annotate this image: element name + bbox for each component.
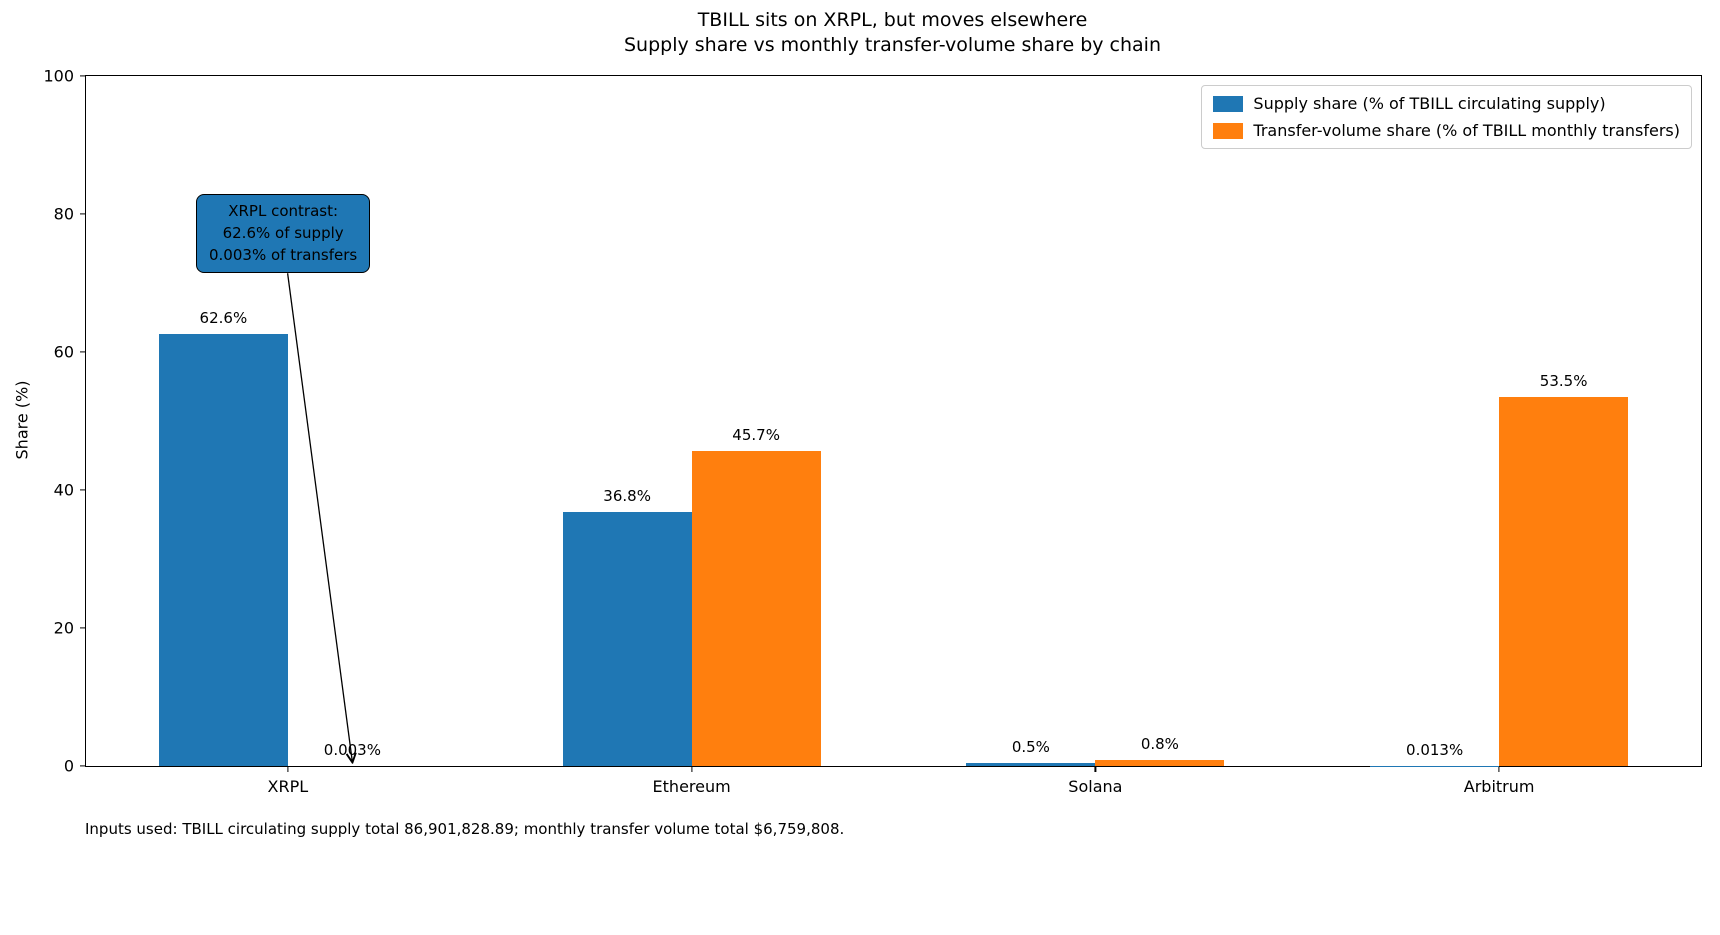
bar-value-label-arbitrum-supply-share: 0.013%: [1406, 740, 1464, 759]
y-tick-label: 60: [53, 342, 74, 362]
legend: Supply share (% of TBILL circulating sup…: [1201, 85, 1692, 149]
y-tick-label: 20: [53, 618, 74, 638]
chart-title: TBILL sits on XRPL, but moves elsewhere: [697, 9, 1088, 31]
y-tick-mark: [80, 765, 86, 767]
y-tick-label: 100: [43, 66, 74, 86]
bar-ethereum-transfer-volume-share: [691, 450, 821, 766]
bar-value-label-ethereum-transfer-volume-share: 45.7%: [732, 425, 780, 444]
x-tick-label-solana: Solana: [1068, 777, 1123, 796]
x-tick-label-xrpl: XRPL: [267, 777, 309, 796]
title-block: TBILL sits on XRPL, but moves elsewhere …: [85, 8, 1700, 58]
annotation-text-line: 0.003% of transfers: [209, 245, 358, 264]
y-tick-label: 0: [63, 756, 74, 776]
y-tick-label: 80: [53, 204, 74, 224]
y-tick-mark: [80, 213, 86, 215]
legend-swatch-supply-share: [1213, 95, 1244, 112]
y-tick-mark: [80, 489, 86, 491]
x-tick-label-ethereum: Ethereum: [652, 777, 731, 796]
bar-solana-supply-share: [966, 762, 1096, 766]
annotation-arrow: [286, 273, 1701, 766]
legend-label-supply-share: Supply share (% of TBILL circulating sup…: [1253, 94, 1606, 113]
bar-value-label-xrpl-transfer-volume-share: 0.003%: [323, 740, 381, 759]
y-tick-mark: [80, 627, 86, 629]
y-axis-label: Share (%): [12, 380, 32, 460]
bar-value-label-xrpl-supply-share: 62.6%: [199, 309, 248, 328]
legend-entry-transfer-volume-share: Transfer-volume share (% of TBILL monthl…: [1213, 121, 1680, 140]
chart-subtitle: Supply share vs monthly transfer-volume …: [623, 34, 1161, 56]
x-tick-mark: [1498, 766, 1500, 772]
annotation-text-line: XRPL contrast:: [228, 202, 339, 220]
bar-arbitrum-transfer-volume-share: [1499, 396, 1629, 766]
bar-ethereum-supply-share: [562, 512, 692, 766]
legend-label-transfer-volume-share: Transfer-volume share (% of TBILL monthl…: [1253, 121, 1680, 140]
x-tick-label-arbitrum: Arbitrum: [1463, 777, 1535, 796]
footnote: Inputs used: TBILL circulating supply to…: [85, 820, 845, 838]
bar-value-label-ethereum-supply-share: 36.8%: [603, 487, 651, 506]
plot-area: XRPL contrast: 62.6% of supply 0.003% of t…: [43, 67, 1702, 796]
y-tick-label: 40: [53, 480, 74, 500]
bar-xrpl-supply-share: [158, 334, 288, 766]
bar-value-label-solana-transfer-volume-share: 0.8%: [1140, 735, 1179, 754]
bar-value-label-arbitrum-transfer-volume-share: 53.5%: [1539, 371, 1588, 390]
bar-value-label-solana-supply-share: 0.5%: [1011, 737, 1050, 756]
legend-swatch-transfer-volume-share: [1213, 122, 1244, 139]
x-tick-mark: [287, 766, 289, 772]
y-tick-mark: [80, 75, 86, 77]
annotation-box: XRPL contrast: 62.6% of supply 0.003% of t…: [196, 194, 371, 274]
annotation-text-line: 62.6% of supply: [222, 223, 344, 242]
y-tick-mark: [80, 351, 86, 353]
bar-solana-transfer-volume-share: [1095, 760, 1225, 766]
legend-entry-supply-share: Supply share (% of TBILL circulating sup…: [1213, 94, 1680, 113]
x-tick-mark: [1094, 766, 1096, 772]
x-tick-mark: [691, 766, 693, 772]
